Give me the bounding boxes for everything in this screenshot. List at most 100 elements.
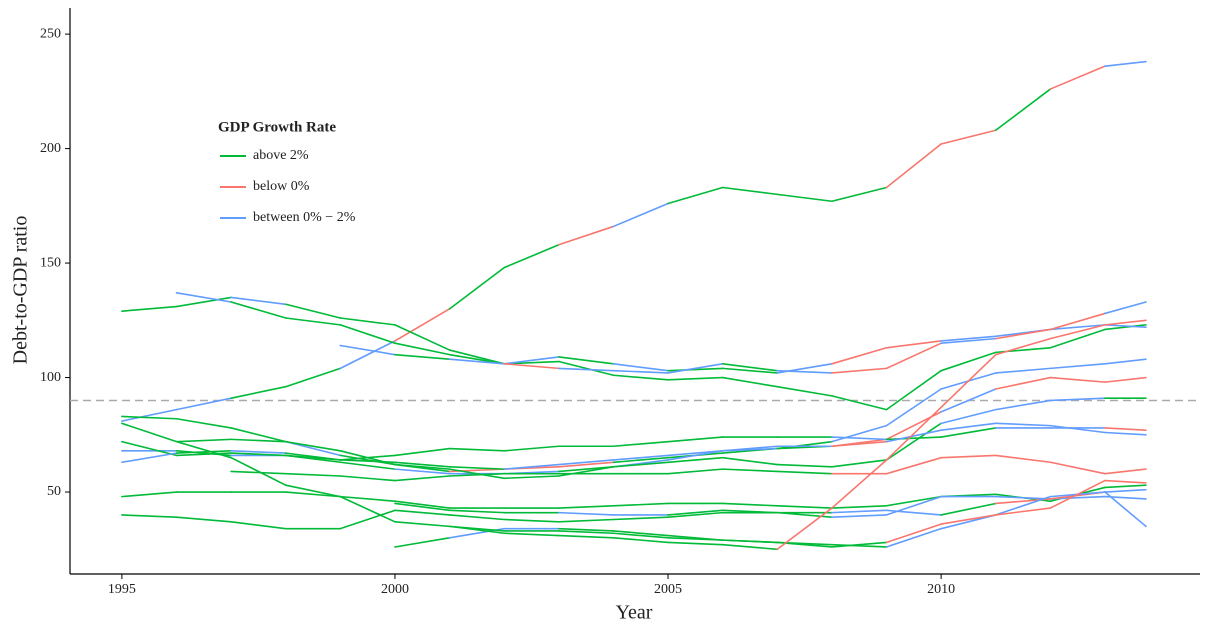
line-segment: [1049, 363, 1106, 370]
line-segment: [394, 500, 451, 509]
line-segment: [667, 468, 724, 475]
y-axis-label: Debt-to-GDP ratio: [10, 216, 32, 365]
x-tick-label: 2005: [654, 582, 682, 597]
line-segment: [612, 440, 669, 448]
line-segment: [721, 468, 779, 473]
line-segment: [994, 399, 1052, 411]
line-segment: [994, 376, 1052, 390]
line-segment: [612, 369, 669, 374]
line-segment: [394, 447, 451, 457]
line-segment: [612, 502, 669, 507]
line-segment: [503, 243, 560, 269]
y-tick-label: 250: [40, 26, 61, 41]
line-segment: [667, 450, 724, 457]
line-segment: [1049, 376, 1106, 383]
line-segment: [448, 514, 505, 521]
line-segment: [885, 369, 942, 411]
line-segment: [885, 143, 942, 189]
line-segment: [994, 495, 1052, 500]
line-segment: [448, 358, 505, 365]
line-segment: [175, 438, 232, 443]
line-segment: [776, 193, 833, 203]
line-segment: [940, 427, 997, 438]
x-axis-label: Year: [616, 602, 653, 624]
line-segment: [776, 440, 833, 450]
line-segment: [1104, 488, 1147, 493]
line-segment: [994, 454, 1052, 464]
line-segment: [667, 509, 724, 516]
line-segment: [394, 468, 451, 475]
line-segment: [1104, 301, 1147, 315]
line-segment: [121, 452, 178, 464]
line-segment: [558, 356, 615, 365]
line-segment: [121, 422, 178, 443]
line-segment: [394, 461, 451, 468]
line-segment: [1049, 324, 1106, 340]
line-segment: [994, 328, 1052, 340]
line-segment: [612, 202, 669, 228]
line-segment: [558, 461, 615, 468]
line-segment: [831, 346, 888, 365]
line-segment: [121, 415, 178, 420]
line-segment: [230, 296, 287, 306]
line-segment: [558, 360, 615, 377]
legend-title: GDP Growth Rate: [218, 119, 336, 135]
x-tick-label: 2010: [927, 582, 955, 597]
line-segment: [994, 495, 1052, 516]
line-segment: [667, 367, 724, 372]
line-segment: [940, 129, 997, 145]
line-segment: [230, 427, 287, 443]
y-tick-label: 50: [47, 484, 61, 499]
line-segment: [121, 440, 178, 457]
line-segment: [776, 385, 833, 397]
line-segment: [940, 514, 997, 525]
line-segment: [776, 470, 833, 475]
line-segment: [284, 317, 342, 326]
line-segment: [776, 369, 833, 374]
line-segment: [339, 475, 396, 482]
line-segment: [558, 225, 615, 246]
line-segment: [667, 511, 724, 519]
line-segment: [940, 351, 997, 372]
line-segment: [448, 525, 505, 535]
line-segment: [1049, 312, 1106, 331]
line-segment: [612, 516, 669, 521]
line-segment: [394, 308, 451, 342]
line-segment: [612, 374, 669, 381]
line-segment: [394, 324, 451, 351]
line-segment: [940, 388, 997, 413]
line-segment: [339, 495, 396, 502]
line-segment: [612, 532, 669, 539]
line-segment: [230, 438, 287, 443]
line-segment: [558, 518, 615, 523]
line-segment: [284, 303, 342, 319]
line-segment: [339, 317, 396, 326]
line-segment: [612, 456, 669, 464]
line-segment: [1104, 479, 1147, 484]
line-segment: [1049, 397, 1106, 402]
line-segment: [994, 422, 1052, 427]
line-segment: [885, 495, 942, 507]
line-segment: [885, 436, 942, 441]
line-segment: [1049, 461, 1106, 475]
line-segment: [503, 356, 560, 365]
line-segment: [284, 452, 342, 461]
line-segment: [885, 523, 942, 544]
line-segment: [612, 537, 669, 544]
legend-label: between 0% − 2%: [253, 210, 356, 225]
line-segment: [121, 305, 178, 312]
line-segment: [721, 376, 779, 388]
line-segment: [339, 509, 396, 530]
line-segment: [776, 504, 833, 509]
line-segment: [776, 463, 833, 468]
line-segment: [1049, 328, 1106, 349]
line-segment: [284, 484, 342, 498]
line-segment: [175, 440, 232, 459]
line-segment: [831, 436, 888, 441]
line-segment: [831, 424, 888, 443]
line-segment: [831, 541, 888, 548]
line-segment: [885, 429, 942, 443]
line-segment: [885, 406, 942, 461]
line-segment: [994, 337, 1052, 356]
line-segment: [230, 301, 287, 319]
